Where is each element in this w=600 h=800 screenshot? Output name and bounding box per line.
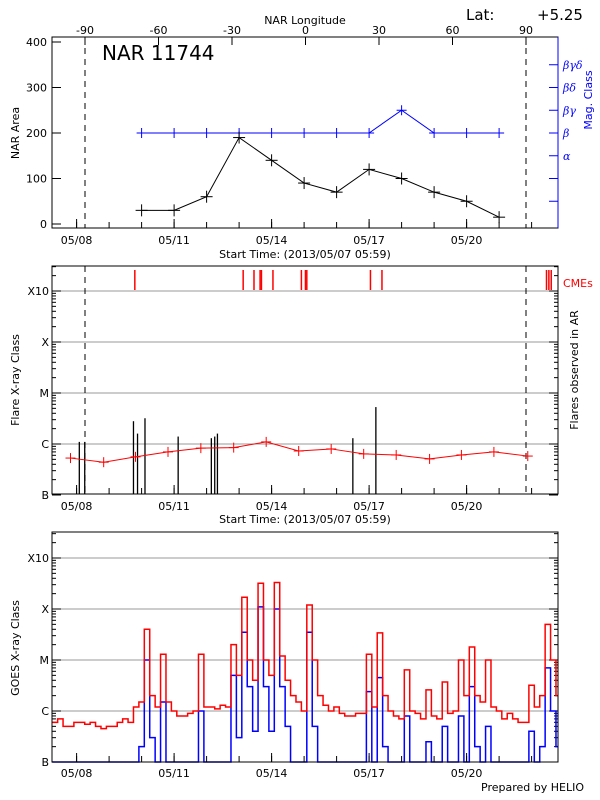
y-tick-label: B [41, 489, 49, 502]
x-tick-label: 05/14 [256, 500, 288, 513]
mag-class-tick-label: β [562, 127, 569, 140]
x-tick-label: 05/20 [451, 767, 483, 780]
x-tick-label: 05/17 [353, 767, 385, 780]
credit-text: Prepared by HELIO [481, 781, 584, 794]
panel2-xlabel: Start Time: (2013/05/07 05:59) [219, 513, 391, 526]
panel2-ylabel: Flare X-ray Class [9, 334, 22, 426]
panel1-xlabel: Start Time: (2013/05/07 05:59) [219, 248, 391, 261]
x-tick-label: 05/11 [158, 767, 190, 780]
y-tick-label: X10 [27, 552, 49, 565]
x-tick-label: 05/14 [256, 234, 288, 247]
mag-class-tick-label: βγδ [562, 59, 583, 72]
panel2-y2label: Flares observed in AR [568, 310, 581, 430]
y-tick-label: 200 [26, 127, 47, 140]
lon-tick-label: 0 [302, 24, 309, 37]
lon-tick-label: 90 [519, 24, 533, 37]
lat-label: Lat: [466, 6, 494, 24]
lon-tick-label: -90 [76, 24, 94, 37]
mag-class-series [141, 109, 500, 134]
panel1-ylabel: NAR Area [9, 107, 22, 159]
panel3-ylabel: GOES X-ray Class [9, 600, 22, 696]
y-tick-label: 300 [26, 82, 47, 95]
panel2-frame [51, 265, 559, 495]
x-tick-label: 05/17 [353, 500, 385, 513]
y-tick-label: C [41, 438, 49, 451]
y-tick-label: C [41, 705, 49, 718]
x-tick-label: 05/08 [61, 500, 93, 513]
lon-tick-label: -60 [150, 24, 168, 37]
y-tick-label: X10 [27, 285, 49, 298]
y-tick-label: M [40, 387, 50, 400]
x-tick-label: 05/14 [256, 767, 288, 780]
x-tick-label: 05/08 [61, 234, 93, 247]
y-tick-label: M [40, 654, 50, 667]
lon-tick-label: 30 [372, 24, 386, 37]
goes-long-series [52, 581, 558, 730]
goes-short-series [52, 606, 558, 763]
x-tick-label: 05/08 [61, 767, 93, 780]
x-tick-label: 05/20 [451, 500, 483, 513]
area-series [141, 136, 500, 218]
panel3-frame [51, 531, 559, 763]
x-tick-label: 05/17 [353, 234, 385, 247]
y-tick-label: 100 [26, 173, 47, 186]
x-tick-label: 05/11 [158, 234, 190, 247]
x-tick-label: 05/11 [158, 500, 190, 513]
y-tick-label: B [41, 756, 49, 769]
panel1-y2label: Mag. Class [582, 70, 595, 129]
y-tick-label: 0 [40, 218, 47, 231]
lat-value: +5.25 [537, 6, 583, 24]
top-axis-title: NAR Longitude [264, 14, 346, 27]
lon-tick-label: -30 [223, 24, 241, 37]
y-tick-label: X [41, 603, 49, 616]
cme-label: CMEs [563, 277, 593, 290]
mag-class-tick-label: βδ [562, 82, 576, 95]
x-tick-label: 05/20 [451, 234, 483, 247]
mag-class-tick-label: βγ [562, 104, 576, 117]
mag-class-tick-label: α [563, 150, 571, 163]
y-tick-label: 400 [26, 36, 47, 49]
y-tick-label: X [41, 336, 49, 349]
lon-tick-label: 60 [446, 24, 460, 37]
